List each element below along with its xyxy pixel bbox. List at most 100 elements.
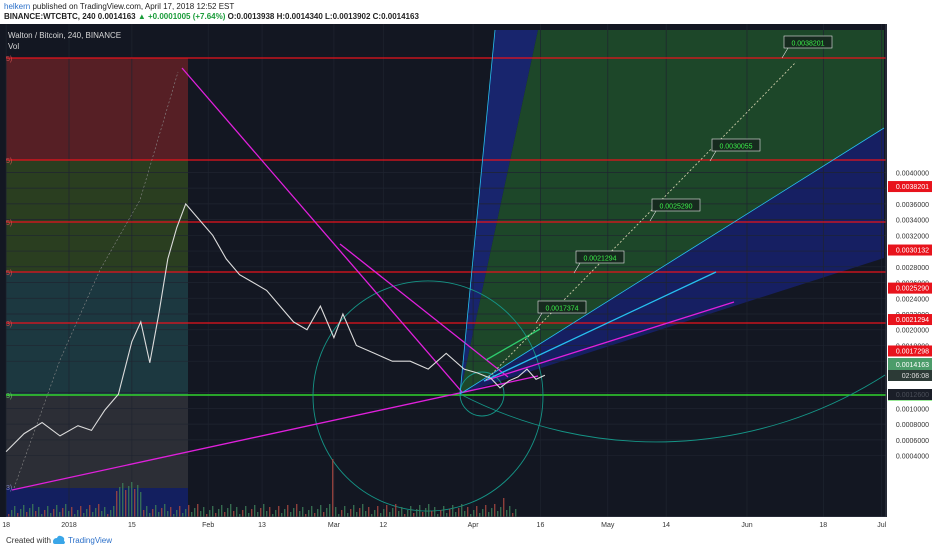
volume-bar	[92, 512, 94, 517]
volume-bar	[287, 505, 289, 517]
volume-bar	[176, 510, 178, 517]
volume-bar	[71, 507, 73, 517]
countdown-tag	[888, 370, 932, 381]
volume-bar	[359, 508, 361, 517]
hidden-price-label: 0.0012600	[896, 392, 929, 399]
volume-bar	[47, 506, 49, 517]
volume-bar	[365, 511, 367, 517]
volume-bar	[149, 513, 151, 517]
range-zone-red	[6, 58, 188, 160]
volume-bar	[194, 508, 196, 517]
volume-bar	[299, 511, 301, 517]
x-tick-label: Mar	[328, 522, 341, 529]
volume-bar	[263, 504, 265, 517]
volume-bar	[491, 508, 493, 517]
volume-bar	[236, 507, 238, 517]
current-price-tag	[888, 358, 932, 370]
volume-bar	[155, 505, 157, 517]
volume-bar	[113, 506, 115, 517]
volume-bar	[14, 506, 16, 517]
volume-bar	[200, 511, 202, 517]
volume-bar	[326, 508, 328, 517]
volume-bar	[434, 507, 436, 517]
volume-bar	[383, 509, 385, 517]
publish-info: helkern published on TradingView.com, Ap…	[4, 2, 234, 11]
volume-bar	[38, 507, 40, 517]
volume-bar	[230, 504, 232, 517]
y-tick-label: 0.0036000	[896, 202, 929, 209]
volume-bar	[35, 511, 37, 517]
volume-bar	[122, 483, 124, 517]
volume-bar	[245, 506, 247, 517]
volume-bar	[449, 509, 451, 517]
volume-bar	[347, 513, 349, 517]
volume-bar	[254, 505, 256, 517]
volume-bar	[413, 513, 415, 517]
volume-bar	[29, 508, 31, 517]
volume-bar	[182, 513, 184, 517]
volume-bar	[386, 505, 388, 517]
volume-bar	[401, 507, 403, 517]
target-pointer	[781, 47, 789, 59]
volume-bar	[143, 510, 145, 517]
volume-bar	[41, 514, 43, 517]
x-tick-label: 14	[662, 522, 670, 529]
author-link[interactable]: helkern	[4, 2, 31, 11]
level-label-part-7: 3)	[6, 485, 12, 492]
price-chart[interactable]: Walton / Bitcoin, 240, BINANCE Vol 5) 5)…	[0, 24, 932, 532]
target-box	[711, 138, 761, 152]
volume-bar	[248, 513, 250, 517]
volume-bar	[353, 505, 355, 517]
fan-edge-2	[459, 127, 885, 395]
level-label-part-5: 3)	[6, 321, 12, 328]
level-tag-label: 0.0030132	[896, 248, 929, 255]
volume-bar	[281, 513, 283, 517]
volume-bar	[227, 508, 229, 517]
countdown-label: 02:06:08	[902, 373, 929, 380]
volume-bar	[116, 491, 118, 517]
volume-bar	[209, 510, 211, 517]
volume-bar	[167, 511, 169, 517]
y-tick-label: 0.0024000	[896, 296, 929, 303]
level-label-part-4: 5)	[6, 270, 12, 277]
volume-bar	[500, 507, 502, 517]
volume-bar	[50, 513, 52, 517]
volume-bar	[428, 504, 430, 517]
target-pointer	[573, 262, 581, 274]
volume-bar	[464, 511, 466, 517]
y-tick-label: 0.0020000	[896, 328, 929, 335]
tradingview-link[interactable]: TradingView	[68, 536, 113, 545]
x-tick-label: 2018	[61, 522, 77, 529]
target-box	[575, 250, 625, 264]
target-pointer	[709, 150, 717, 162]
level-tag-resistance	[888, 314, 932, 326]
volume-bar	[356, 512, 358, 517]
volume-bar	[296, 504, 298, 517]
volume-bar	[512, 513, 514, 517]
volume-bar	[242, 510, 244, 517]
volume-bar	[140, 492, 142, 517]
volume-bar	[95, 508, 97, 517]
volume-bar	[410, 506, 412, 517]
volume-bar	[458, 508, 460, 517]
volume-bar	[362, 504, 364, 517]
volume-bar	[377, 506, 379, 517]
legend-title: Walton / Bitcoin, 240, BINANCE	[8, 31, 121, 40]
volume-bar	[272, 514, 274, 517]
level-label-part-3: 5)	[6, 220, 12, 227]
volume-bar	[371, 514, 373, 517]
volume-bar	[395, 504, 397, 517]
volume-bar	[392, 508, 394, 517]
volume-bar	[134, 489, 136, 517]
volume-bar	[422, 512, 424, 517]
volume-bar	[284, 509, 286, 517]
volume-bar	[173, 514, 175, 517]
volume-bar	[479, 513, 481, 517]
y-tick-label: 0.0004000	[896, 454, 929, 461]
level-tag-resistance	[888, 282, 932, 294]
volume-bar	[101, 511, 103, 517]
volume-bar	[431, 511, 433, 517]
volume-bar	[161, 508, 163, 517]
volume-bar	[515, 509, 517, 517]
volume-bar	[215, 513, 217, 517]
